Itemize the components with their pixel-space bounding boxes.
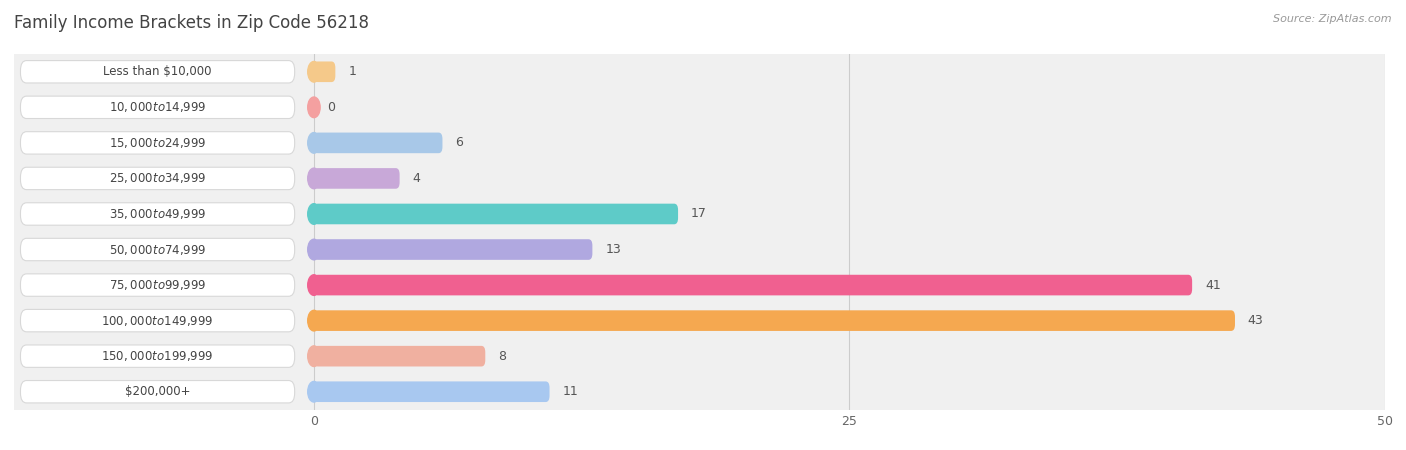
FancyBboxPatch shape <box>14 374 1385 410</box>
FancyBboxPatch shape <box>14 196 1385 232</box>
FancyBboxPatch shape <box>14 267 1385 303</box>
Text: $10,000 to $14,999: $10,000 to $14,999 <box>108 100 207 114</box>
FancyBboxPatch shape <box>14 90 1385 125</box>
Text: $75,000 to $99,999: $75,000 to $99,999 <box>108 278 207 292</box>
Text: $25,000 to $34,999: $25,000 to $34,999 <box>108 171 207 185</box>
FancyBboxPatch shape <box>21 238 295 261</box>
FancyBboxPatch shape <box>314 204 678 224</box>
Text: 17: 17 <box>690 207 707 220</box>
Circle shape <box>308 204 321 224</box>
Text: Source: ZipAtlas.com: Source: ZipAtlas.com <box>1274 14 1392 23</box>
Text: $200,000+: $200,000+ <box>125 385 190 398</box>
Circle shape <box>308 62 321 82</box>
FancyBboxPatch shape <box>14 303 1385 338</box>
Text: 8: 8 <box>498 350 506 363</box>
FancyBboxPatch shape <box>21 345 295 367</box>
FancyBboxPatch shape <box>21 203 295 225</box>
FancyBboxPatch shape <box>21 167 295 189</box>
FancyBboxPatch shape <box>21 132 295 154</box>
Text: 43: 43 <box>1249 314 1264 327</box>
Text: 4: 4 <box>412 172 420 185</box>
Circle shape <box>308 382 321 402</box>
FancyBboxPatch shape <box>21 310 295 332</box>
Text: 0: 0 <box>326 101 335 114</box>
FancyBboxPatch shape <box>314 168 399 189</box>
Text: 11: 11 <box>562 385 578 398</box>
FancyBboxPatch shape <box>14 54 1385 90</box>
Text: 13: 13 <box>605 243 621 256</box>
Text: $35,000 to $49,999: $35,000 to $49,999 <box>108 207 207 221</box>
Text: Less than $10,000: Less than $10,000 <box>103 65 212 78</box>
Text: 6: 6 <box>456 136 463 149</box>
FancyBboxPatch shape <box>314 239 592 260</box>
Text: $150,000 to $199,999: $150,000 to $199,999 <box>101 349 214 363</box>
FancyBboxPatch shape <box>14 232 1385 267</box>
Text: $100,000 to $149,999: $100,000 to $149,999 <box>101 314 214 328</box>
FancyBboxPatch shape <box>21 61 295 83</box>
Text: $50,000 to $74,999: $50,000 to $74,999 <box>108 243 207 256</box>
FancyBboxPatch shape <box>314 382 550 402</box>
Text: Family Income Brackets in Zip Code 56218: Family Income Brackets in Zip Code 56218 <box>14 14 368 32</box>
Circle shape <box>308 346 321 366</box>
FancyBboxPatch shape <box>14 161 1385 196</box>
Circle shape <box>308 97 321 117</box>
Circle shape <box>308 168 321 189</box>
FancyBboxPatch shape <box>314 275 1192 295</box>
Text: 41: 41 <box>1205 279 1220 292</box>
FancyBboxPatch shape <box>14 125 1385 161</box>
FancyBboxPatch shape <box>314 62 336 82</box>
Circle shape <box>308 310 321 331</box>
FancyBboxPatch shape <box>314 310 1234 331</box>
FancyBboxPatch shape <box>21 274 295 296</box>
FancyBboxPatch shape <box>21 381 295 403</box>
FancyBboxPatch shape <box>314 346 485 366</box>
Circle shape <box>308 275 321 295</box>
Circle shape <box>308 133 321 153</box>
FancyBboxPatch shape <box>14 338 1385 374</box>
Text: $15,000 to $24,999: $15,000 to $24,999 <box>108 136 207 150</box>
Circle shape <box>308 239 321 260</box>
FancyBboxPatch shape <box>314 133 443 153</box>
FancyBboxPatch shape <box>21 96 295 118</box>
Text: 1: 1 <box>349 65 356 78</box>
